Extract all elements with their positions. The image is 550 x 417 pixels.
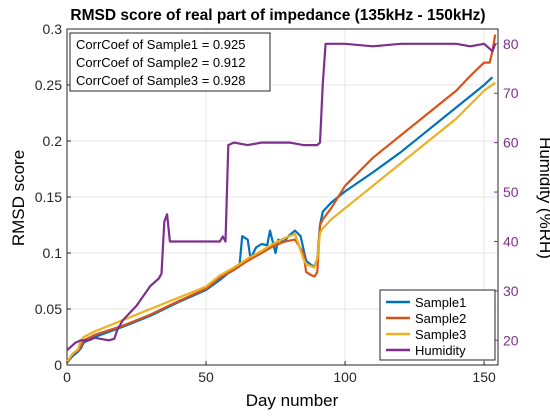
- y2-tick-label: 80: [503, 36, 519, 52]
- y2-axis-label: Humidity (%RH): [536, 137, 550, 259]
- y-tick-label: 0.15: [35, 189, 62, 205]
- series-lines: [66, 34, 497, 364]
- y-tick-label: 0.3: [43, 21, 63, 37]
- series-line-sample3: [66, 81, 496, 363]
- y2-tick-label: 40: [503, 233, 519, 249]
- annotation-line: CorrCoef of Sample1 = 0.925: [76, 37, 245, 52]
- y2-tick-label: 70: [503, 85, 519, 101]
- y-tick-label: 0.05: [35, 301, 62, 317]
- y2-tick-label: 20: [503, 332, 519, 348]
- x-tick-label: 100: [333, 369, 357, 385]
- y2-tick-label: 50: [503, 184, 519, 200]
- x-tick-label: 50: [198, 369, 214, 385]
- annotation-line: CorrCoef of Sample3 = 0.928: [76, 73, 245, 88]
- y-tick-label: 0.25: [35, 77, 62, 93]
- legend-label-sample1: Sample1: [415, 295, 466, 310]
- legend-label-sample2: Sample2: [415, 311, 466, 326]
- x-tick-label: 0: [63, 369, 71, 385]
- x-tick-label: 150: [472, 369, 496, 385]
- legend-label-humidity: Humidity: [415, 343, 466, 358]
- axis-ticks: 0 50 100 150 0 0.05 0.1 0.15 0.2 0.25 0.3 20 30 40 50 6…: [35, 21, 519, 385]
- chart-title: RMSD score of real part of impedance (13…: [70, 7, 485, 24]
- series-line-sample2: [66, 34, 497, 364]
- y-tick-label: 0.2: [43, 133, 63, 149]
- y-axis-label: RMSD score: [9, 150, 28, 246]
- y2-tick-label: 60: [503, 135, 519, 151]
- y-tick-label: 0.1: [43, 245, 63, 261]
- correlation-annotation: CorrCoef of Sample1 = 0.925 CorrCoef of S…: [69, 32, 271, 92]
- series-line-humidity: [66, 42, 497, 352]
- annotation-box: [69, 32, 271, 92]
- y2-tick-label: 30: [503, 283, 519, 299]
- y-tick-label: 0: [54, 357, 62, 373]
- annotation-line: CorrCoef of Sample2 = 0.912: [76, 55, 245, 70]
- x-axis-label: Day number: [246, 391, 339, 410]
- legend-label-sample3: Sample3: [415, 327, 466, 342]
